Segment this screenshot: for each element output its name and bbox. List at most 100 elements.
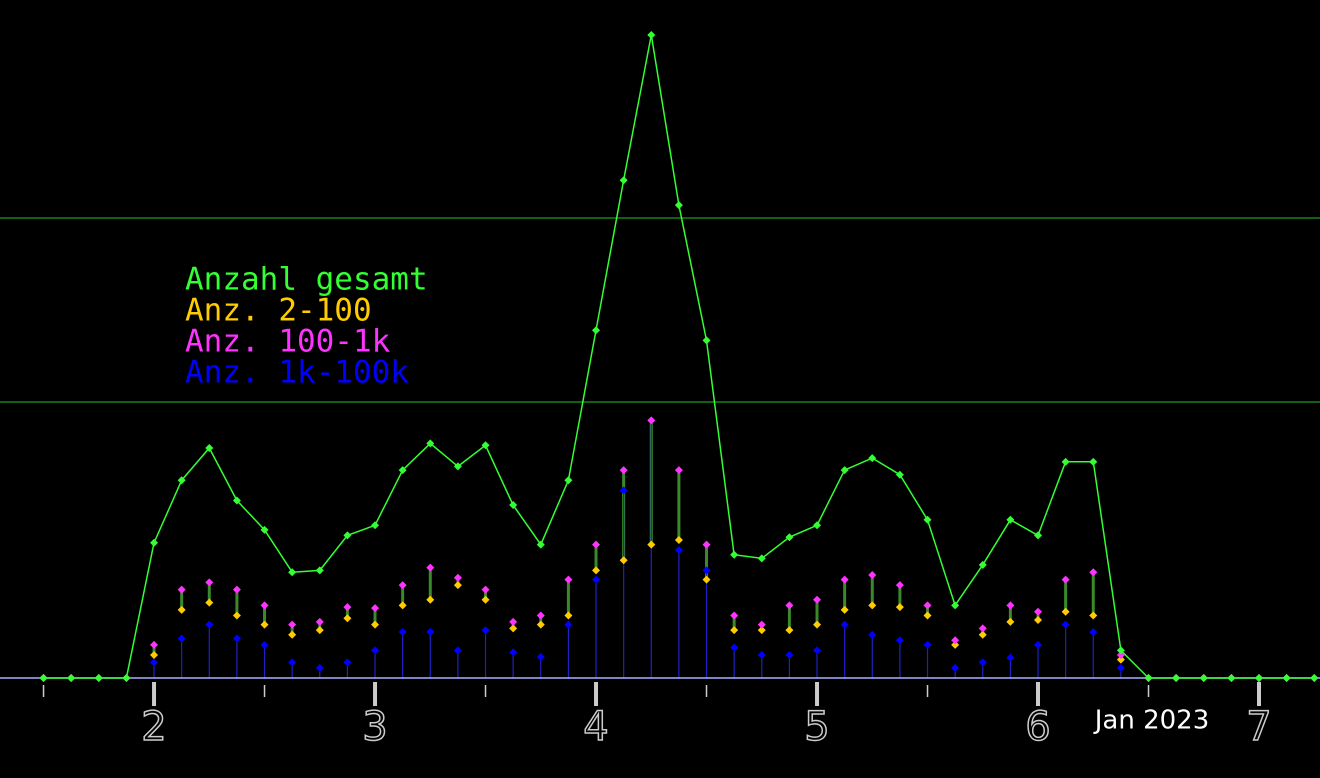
marker [371,646,380,655]
marker [426,563,435,572]
marker [1061,607,1070,616]
marker [1310,674,1319,682]
marker [1282,674,1291,682]
marker [564,611,573,620]
legend-entry: Anz. 2-100 [185,293,372,329]
marker [1255,674,1264,682]
marker [813,620,822,629]
marker [288,620,297,629]
marker [730,550,739,559]
marker [426,595,435,604]
marker [1089,628,1098,637]
marker [150,640,159,649]
marker [840,466,849,475]
marker [150,651,159,660]
x-tick-label: 7 [1246,704,1271,750]
marker [205,598,214,607]
marker [315,663,324,672]
marker [564,575,573,584]
marker [39,674,48,682]
marker [453,581,462,590]
marker [398,581,407,590]
marker [730,626,739,635]
x-tick-label: 2 [141,704,166,750]
marker [232,496,241,505]
marker [260,640,269,649]
marker [481,626,490,635]
marker [260,601,269,610]
marker [592,540,601,549]
legend-entry: Anzahl gesamt [185,262,428,298]
marker [1061,457,1070,466]
marker [1227,674,1236,682]
marker [785,601,794,610]
marker [619,556,628,565]
marker [702,336,711,345]
marker [1144,674,1153,682]
marker [205,620,214,629]
marker [923,611,932,620]
marker [840,620,849,629]
marker [1116,651,1125,660]
marker [232,634,241,643]
marker [785,626,794,635]
legend-entry: Anz. 100-1k [185,324,391,360]
marker [481,585,490,594]
marker [895,470,904,479]
marker [647,540,656,549]
marker [343,531,352,540]
marker [923,640,932,649]
marker [978,630,987,639]
marker [288,630,297,639]
marker [813,521,822,530]
marker [94,674,103,682]
marker [1172,674,1181,682]
marker [371,521,380,530]
marker [978,560,987,569]
marker [536,652,545,661]
marker [509,624,518,633]
marker [923,601,932,610]
marker [1034,531,1043,540]
marker [647,30,656,39]
marker [177,476,186,485]
marker [150,538,159,547]
marker [1089,611,1098,620]
marker [481,595,490,604]
marker [150,658,159,667]
legend-entry: Anz. 1k-100k [185,355,409,391]
marker [398,601,407,610]
marker [619,486,628,495]
marker [951,640,960,649]
marker [1034,640,1043,649]
marker [868,570,877,579]
marker [978,624,987,633]
marker [1116,655,1125,664]
marker [205,444,214,453]
marker [647,416,656,425]
marker [702,575,711,584]
marker [840,575,849,584]
marker [785,533,794,542]
marker [288,568,297,577]
marker [1006,653,1015,662]
x-axis-label: Jan 2023 [1093,706,1210,736]
marker [343,614,352,623]
marker [1089,457,1098,466]
marker [730,643,739,652]
marker [426,628,435,637]
marker [592,326,601,335]
marker [674,536,683,545]
marker [813,595,822,604]
marker [288,658,297,667]
marker [122,674,131,682]
marker [453,573,462,582]
marker [371,604,380,613]
marker [813,646,822,655]
marker [536,540,545,549]
marker [1061,620,1070,629]
marker [536,611,545,620]
marker [757,626,766,635]
